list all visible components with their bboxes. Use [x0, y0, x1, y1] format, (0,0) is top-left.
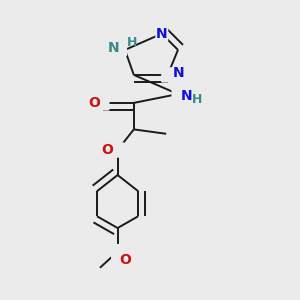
Text: H: H [127, 36, 137, 49]
Text: N: N [156, 27, 168, 41]
Text: N: N [172, 87, 184, 101]
Text: O: O [119, 253, 131, 267]
Text: N: N [107, 41, 119, 56]
Text: O: O [88, 96, 100, 110]
Text: N: N [156, 27, 168, 41]
Text: H: H [192, 93, 202, 106]
Text: O: O [101, 143, 113, 157]
Text: O: O [97, 96, 109, 110]
Text: N: N [162, 68, 173, 82]
Text: N: N [115, 41, 126, 56]
Text: O: O [112, 244, 124, 259]
Text: O: O [112, 143, 124, 157]
Text: N: N [173, 66, 184, 80]
Text: N: N [181, 88, 193, 103]
